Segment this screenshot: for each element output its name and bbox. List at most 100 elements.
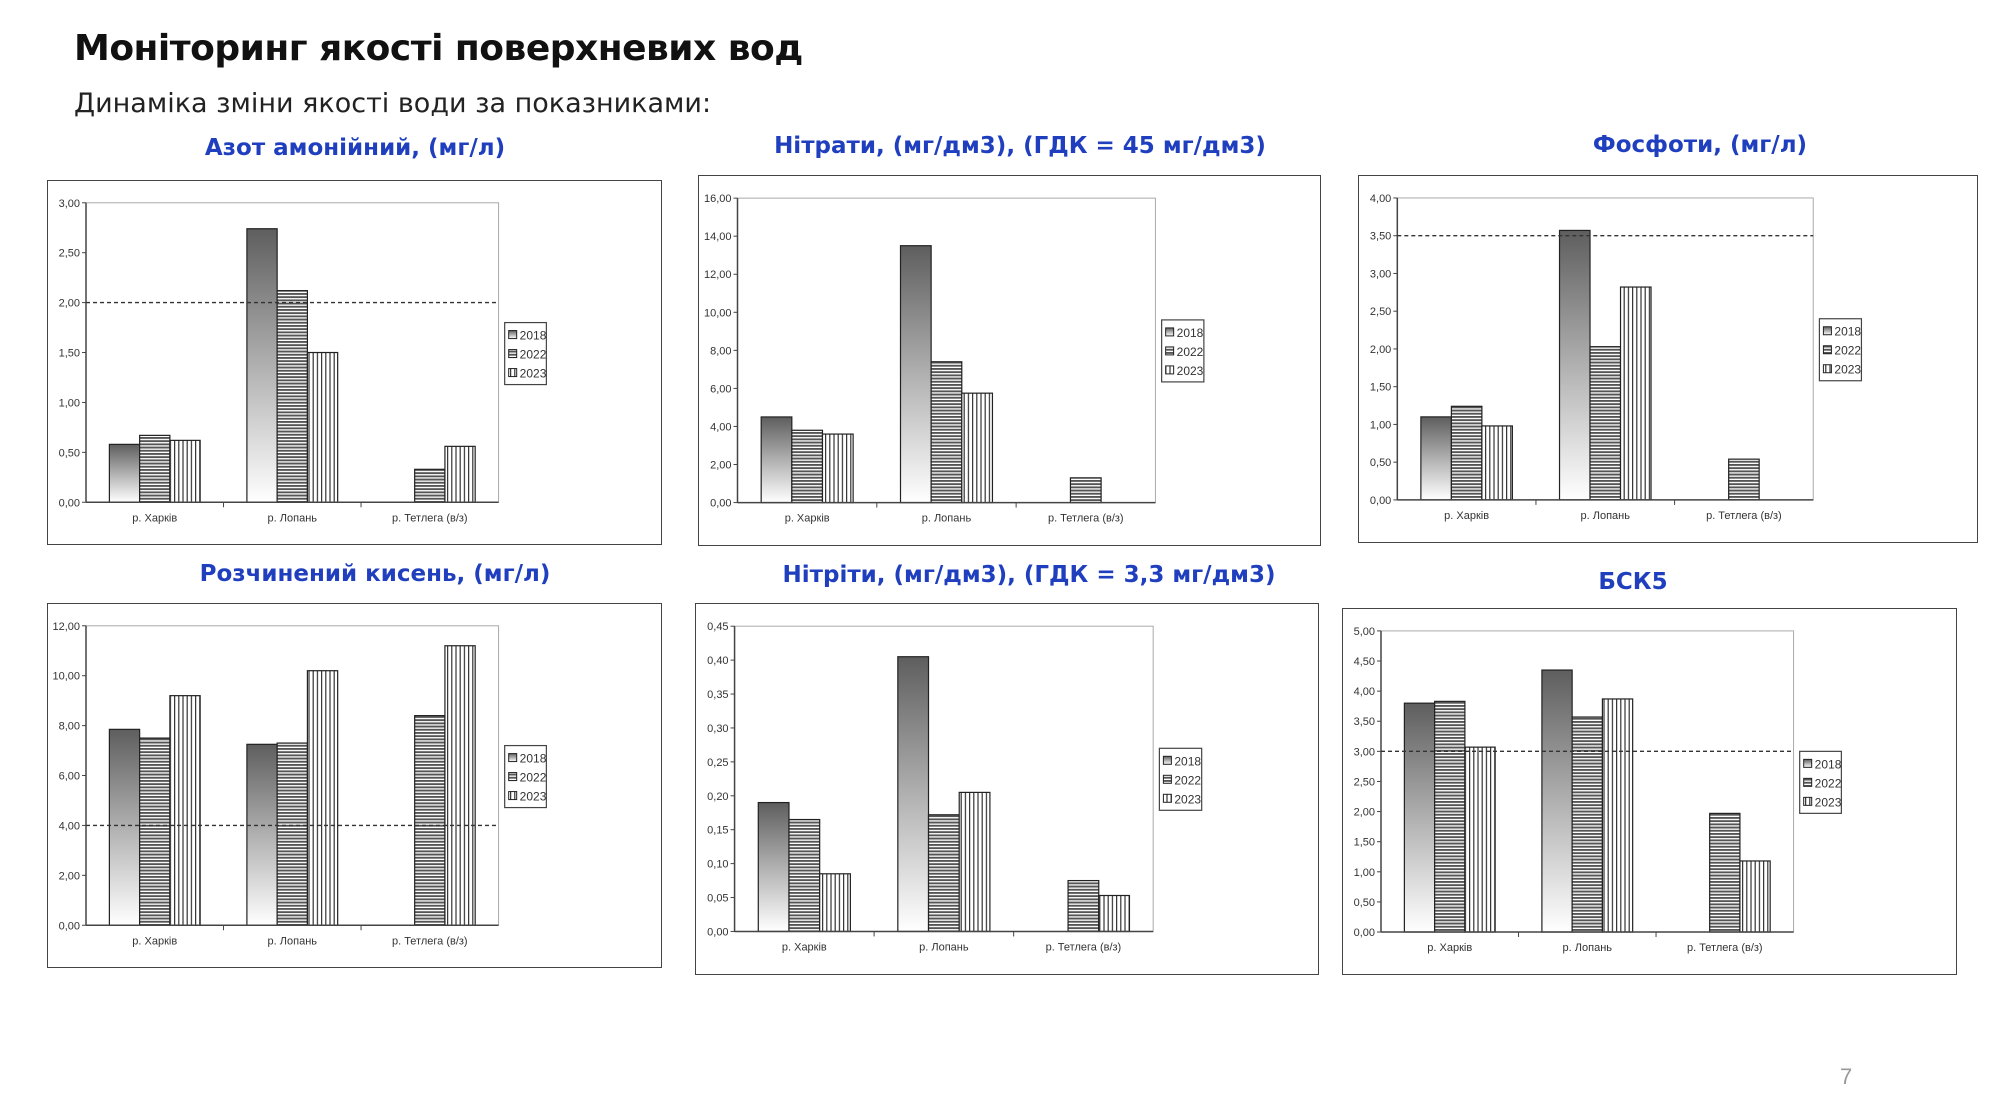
y-tick-label: 6,00	[59, 771, 80, 783]
bar-2023	[1464, 746, 1496, 933]
y-tick-label: 0,50	[1354, 897, 1375, 909]
bar-2023	[169, 695, 201, 926]
x-tick-label: р. Харків	[132, 935, 177, 947]
chart-title-ammonium: Азот амонійний, (мг/л)	[204, 135, 506, 161]
legend-label: 2018	[520, 752, 547, 766]
bar-2023	[169, 439, 201, 503]
y-tick-label: 16,00	[704, 193, 732, 205]
y-tick-label: 2,50	[1354, 776, 1375, 788]
legend-label: 2023	[1174, 792, 1201, 806]
legend-swatch-2018	[508, 753, 518, 763]
bar-2018	[1420, 416, 1452, 501]
legend-swatch-2018	[1822, 326, 1832, 336]
legend-label: 2023	[520, 367, 547, 381]
legend-swatch-2018	[1165, 327, 1175, 337]
legend-swatch-2018	[1162, 755, 1172, 765]
y-tick-label: 0,00	[59, 920, 80, 932]
y-tick-label: 2,00	[710, 460, 731, 472]
bar-2023	[306, 351, 339, 503]
bar-2023	[1601, 698, 1634, 933]
y-tick-label: 0,50	[59, 447, 80, 459]
bar-2022	[1571, 716, 1604, 933]
bar-2018	[760, 416, 793, 504]
y-tick-label: 0,40	[707, 655, 728, 667]
chart-ammonium: 0,00 0,50 1,00 1,50 2,00 2,50 3,00 р. Харків р. …	[47, 180, 662, 545]
bar-2022	[276, 290, 309, 503]
chart-title-oxygen: Розчинений кисень, (мг/л)	[199, 561, 551, 587]
y-tick-label: 2,00	[1354, 807, 1375, 819]
legend-swatch-2023	[1162, 793, 1172, 803]
chart-phosphates: 0,00 0,50 1,00 1,50 2,00 2,50 3,00 3,50 4,00 р. Х…	[1358, 175, 1978, 543]
y-tick-label: 3,00	[1354, 746, 1375, 758]
legend-label: 2023	[520, 790, 547, 804]
y-tick-label: 10,00	[52, 671, 80, 683]
chart-title-nitrites: Нітріти, (мг/дм3), (ГДК = 3,3 мг/дм3)	[782, 562, 1276, 588]
bar-2018	[108, 443, 141, 503]
y-tick-label: 4,00	[1354, 686, 1375, 698]
bar-2018	[757, 801, 790, 933]
x-tick-label: р. Лопань	[922, 513, 972, 525]
legend-label: 2022	[1177, 345, 1204, 359]
y-tick-label: 2,50	[1370, 306, 1391, 318]
legend-swatch-2023	[508, 791, 518, 801]
y-tick-label: 14,00	[704, 231, 732, 243]
y-tick-label: 0,25	[707, 757, 728, 769]
y-tick-label: 0,00	[1354, 927, 1375, 939]
bar-2023	[1098, 894, 1131, 933]
bar-2023	[444, 445, 476, 503]
x-tick-label: р. Тетлега (в/з)	[392, 512, 468, 524]
legend-label: 2018	[1177, 326, 1204, 340]
y-tick-label: 4,50	[1354, 656, 1375, 668]
bar-2022	[139, 737, 171, 926]
bar-2022	[788, 818, 821, 933]
y-tick-label: 0,00	[59, 497, 80, 509]
chart-svg: 0,00 2,00 4,00 6,00 8,00 10,00 12,00 14,00 16,00…	[704, 193, 1205, 525]
y-tick-label: 1,50	[1354, 837, 1375, 849]
y-tick-label: 0,35	[707, 689, 728, 701]
legend-label: 2022	[1834, 344, 1861, 358]
y-tick-label: 0,50	[1370, 457, 1391, 469]
bar-2022	[1434, 700, 1466, 933]
legend-swatch-2018	[1803, 758, 1813, 768]
x-tick-label: р. Тетлега (в/з)	[392, 935, 468, 947]
legend-label: 2023	[1177, 364, 1204, 378]
bar-2023	[819, 873, 851, 933]
y-tick-label: 0,00	[707, 926, 728, 938]
bar-2018	[899, 245, 932, 504]
bar-2022	[1450, 405, 1483, 501]
y-tick-label: 1,00	[59, 397, 80, 409]
y-tick-label: 2,00	[59, 298, 80, 310]
legend-swatch-2018	[508, 330, 518, 340]
y-tick-label: 0,15	[707, 825, 728, 837]
legend-label: 2022	[1174, 773, 1201, 787]
chart-svg: 0,00 0,50 1,00 1,50 2,00 2,50 3,00 р. Харків р. …	[59, 198, 547, 524]
page-number: 7	[1840, 1064, 1853, 1089]
y-tick-label: 0,10	[707, 859, 728, 871]
page-subtitle: Динаміка зміни якості води за показникам…	[74, 88, 712, 119]
x-tick-label: р. Харків	[132, 512, 177, 524]
chart-title-phosphates: Фосфоти, (мг/л)	[1592, 132, 1808, 158]
chart-nitrites: 0,00 0,05 0,10 0,15 0,20 0,25 0,30 0,35 0,40 0,45…	[695, 603, 1319, 975]
bar-2022	[139, 434, 171, 503]
bar-2022	[1589, 346, 1622, 501]
bar-2022	[414, 715, 446, 926]
legend-label: 2018	[520, 329, 547, 343]
legend-label: 2023	[1834, 363, 1861, 377]
legend-swatch-2022	[1162, 774, 1172, 784]
bar-2023	[821, 433, 854, 504]
legend-swatch-2022	[508, 772, 518, 782]
y-tick-label: 12,00	[704, 269, 732, 281]
legend-swatch-2022	[1165, 346, 1175, 356]
y-tick-label: 2,00	[59, 870, 80, 882]
legend-swatch-2023	[1822, 364, 1832, 374]
bar-2023	[1739, 860, 1771, 933]
chart-bod5: 0,00 0,50 1,00 1,50 2,00 2,50 3,00 3,50 4,00 4,50…	[1342, 608, 1957, 975]
x-tick-label: р. Тетлега (в/з)	[1046, 941, 1122, 953]
chart-svg: 0,00 0,50 1,00 1,50 2,00 2,50 3,00 3,50 4,00 4,50…	[1354, 626, 1842, 954]
x-tick-label: р. Лопань	[268, 935, 318, 947]
x-tick-label: р. Лопань	[919, 941, 969, 953]
x-tick-label: р. Харків	[785, 513, 830, 525]
y-tick-label: 1,00	[1370, 419, 1391, 431]
chart-title-bod5: БСК5	[1598, 569, 1668, 595]
y-tick-label: 0,00	[1370, 495, 1391, 507]
